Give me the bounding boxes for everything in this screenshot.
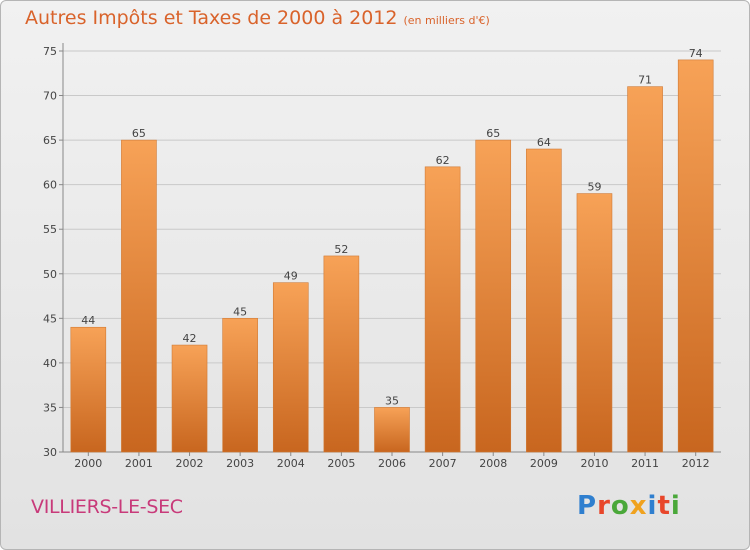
bar-2001 [121, 139, 157, 453]
grid-lines [63, 50, 721, 408]
y-tick-label: 50 [43, 268, 57, 281]
data-label-2002: 42 [183, 332, 197, 345]
proxiti-logo: Proxiti [577, 491, 681, 521]
data-label-2010: 59 [587, 181, 601, 194]
x-tick-label: 2002 [176, 457, 204, 470]
data-label-2008: 65 [486, 127, 500, 140]
bar-2011 [627, 86, 663, 453]
data-label-2004: 49 [284, 270, 298, 283]
chart-title-text: Autres Impôts et Taxes de 2000 à 2012 [25, 7, 398, 29]
bar-2006 [374, 407, 410, 453]
y-tick-label: 75 [43, 45, 57, 58]
bar-2010 [576, 193, 613, 453]
logo-letter: o [610, 491, 630, 521]
logo-letter: P [577, 491, 598, 521]
bar-2007 [424, 166, 461, 453]
data-label-2003: 45 [233, 305, 247, 318]
x-tick-label: 2005 [327, 457, 355, 470]
logo-letter: i [647, 491, 658, 521]
logo-letter: r [597, 491, 611, 521]
bar-2002 [171, 344, 208, 453]
data-label-2000: 44 [81, 314, 95, 327]
x-tick-labels: 2000 2001 2002 2003 2004 2005 2006 2007 2008 2009… [74, 457, 709, 470]
y-tick-label: 35 [43, 401, 57, 414]
x-tick-label: 2012 [682, 457, 710, 470]
data-label-2005: 52 [334, 243, 348, 256]
bar-2004 [272, 282, 309, 453]
y-tick-label: 30 [43, 446, 57, 459]
y-tick-label: 45 [43, 312, 57, 325]
y-tick-label: 60 [43, 179, 57, 192]
y-tick-labels: 30 35 40 45 50 55 60 65 70 75 [43, 45, 57, 459]
chart-subtitle: (en milliers d'€) [403, 14, 490, 27]
data-label-2012: 74 [689, 47, 703, 60]
data-label-2007: 62 [436, 154, 450, 167]
chart-title: Autres Impôts et Taxes de 2000 à 2012 (en… [25, 7, 490, 29]
x-tick-label: 2008 [479, 457, 507, 470]
bar-2008 [475, 139, 512, 453]
logo-letter: x [629, 491, 648, 521]
x-tick-label: 2003 [226, 457, 254, 470]
x-tick-label: 2009 [530, 457, 558, 470]
place-name: VILLIERS-LE-SEC [31, 496, 183, 518]
x-tick-label: 2000 [74, 457, 102, 470]
data-label-2011: 71 [638, 74, 652, 87]
bar-2005 [323, 255, 360, 453]
x-tick-label: 2007 [429, 457, 457, 470]
y-tick-label: 40 [43, 357, 57, 370]
x-tick-label: 2010 [580, 457, 608, 470]
data-label-2001: 65 [132, 127, 146, 140]
data-label-2006: 35 [385, 394, 399, 407]
y-tick-label: 65 [43, 134, 57, 147]
y-tick-label: 70 [43, 90, 57, 103]
bars [70, 59, 714, 453]
bar-2000 [70, 326, 107, 453]
x-tick-label: 2011 [631, 457, 659, 470]
logo-letter: i [670, 491, 681, 521]
y-tick-label: 55 [43, 223, 57, 236]
bar-2003 [222, 318, 258, 453]
logo-letter: t [657, 491, 671, 521]
x-tick-label: 2001 [125, 457, 153, 470]
x-tick-label: 2004 [277, 457, 305, 470]
data-label-2009: 64 [537, 136, 551, 149]
data-labels: 44 65 42 45 49 52 35 62 65 64 59 71 74 [81, 47, 702, 408]
x-tick-label: 2006 [378, 457, 406, 470]
bar-2009 [526, 148, 562, 453]
bar-2012 [677, 59, 714, 453]
